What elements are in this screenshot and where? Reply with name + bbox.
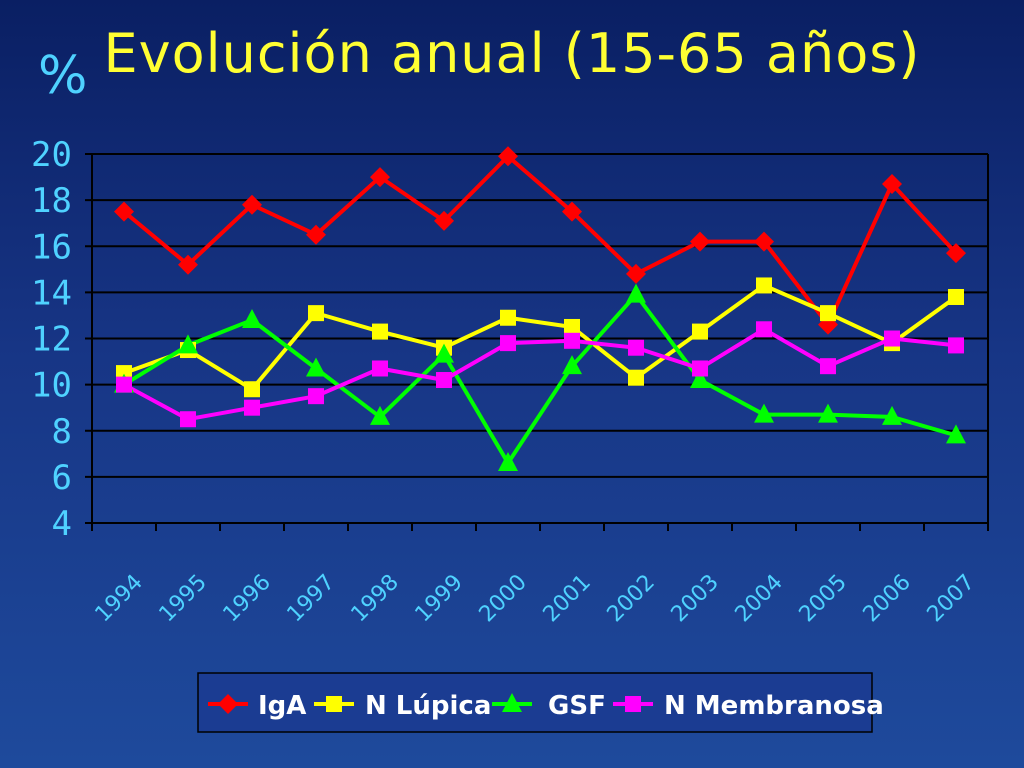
x-tick-label: 2002: [603, 570, 660, 627]
legend-entry: GSF: [548, 691, 606, 721]
legend-box: [197, 672, 873, 733]
legend-marker: [326, 696, 342, 712]
data-point: [372, 323, 388, 340]
data-point: [692, 323, 708, 340]
data-point: [500, 309, 516, 326]
data-point: [948, 337, 964, 354]
x-tick-label: 2001: [539, 570, 596, 627]
data-point: [116, 376, 132, 393]
y-tick-label: 12: [31, 320, 72, 360]
data-point: [500, 335, 516, 352]
data-point: [628, 369, 644, 386]
data-point: [628, 339, 644, 356]
data-point: [626, 283, 646, 303]
legend-marker: [218, 694, 238, 714]
x-tick-label: 1996: [219, 570, 276, 627]
y-tick-label: 4: [52, 504, 72, 544]
x-tick-label: 2004: [731, 570, 788, 627]
data-point: [498, 452, 518, 472]
x-tick-label: 2003: [667, 570, 724, 627]
y-tick-label: 14: [31, 273, 72, 313]
legend-entry: IgA: [258, 691, 306, 721]
data-point: [370, 167, 390, 188]
data-point: [820, 305, 836, 322]
y-tick-label: 18: [31, 181, 72, 221]
data-point: [244, 399, 260, 416]
data-point: [434, 210, 454, 231]
data-point: [564, 318, 580, 335]
data-point: [306, 224, 326, 245]
data-point: [754, 403, 774, 423]
series-line: [122, 292, 957, 466]
data-point: [308, 388, 324, 405]
data-point: [306, 357, 326, 377]
data-point: [946, 424, 966, 444]
data-point: [562, 355, 582, 375]
data-point: [820, 358, 836, 375]
series-line: [123, 283, 958, 392]
x-tick-label: 1995: [155, 570, 212, 627]
data-point: [756, 321, 772, 338]
data-point: [308, 305, 324, 322]
chart-legend: IgA N Lúpica GSF N Membranosa: [197, 672, 884, 733]
legend-entry: N Membranosa: [664, 691, 884, 721]
y-axis-unit-label: %: [38, 46, 88, 106]
data-point: [690, 369, 710, 389]
x-tick-label: 2007: [923, 570, 980, 627]
data-point: [178, 254, 198, 275]
y-tick-label: 20: [31, 135, 72, 175]
data-point: [562, 201, 582, 222]
x-tick-label: 1997: [283, 570, 340, 627]
data-point: [114, 201, 134, 222]
data-point: [690, 231, 710, 252]
data-point: [244, 381, 260, 398]
data-point: [436, 372, 452, 389]
legend-marker: [625, 696, 641, 712]
data-point: [882, 405, 902, 425]
x-tick-label: 2006: [859, 570, 916, 627]
y-tick-label: 8: [52, 412, 72, 452]
y-tick-label: 16: [31, 227, 72, 267]
data-point: [498, 146, 518, 167]
data-point: [884, 330, 900, 347]
data-point: [564, 332, 580, 349]
data-point: [756, 277, 772, 294]
chart-title: Evolución anual (15-65 años): [103, 22, 921, 85]
data-point: [372, 360, 388, 377]
x-tick-label: 2000: [475, 570, 532, 627]
data-point: [242, 194, 262, 215]
data-point: [946, 243, 966, 264]
x-tick-label: 1994: [91, 570, 148, 627]
x-tick-label: 2005: [795, 570, 852, 627]
y-tick-label: 10: [31, 366, 72, 406]
data-point: [754, 231, 774, 252]
data-point: [180, 411, 196, 428]
legend-entry: N Lúpica: [365, 691, 491, 721]
legend-marker: [502, 693, 522, 712]
data-point: [818, 403, 838, 423]
data-point: [692, 360, 708, 377]
data-point: [948, 288, 964, 305]
series-line: [123, 327, 957, 422]
data-point: [370, 405, 390, 425]
data-point: [242, 309, 262, 329]
series-line: [122, 154, 958, 327]
data-point: [434, 343, 454, 363]
data-point: [882, 173, 902, 194]
x-tick-label: 1998: [347, 570, 404, 627]
x-tick-label: 1999: [411, 570, 468, 627]
y-tick-label: 6: [52, 458, 72, 498]
data-point: [178, 334, 198, 354]
data-point: [626, 263, 646, 284]
